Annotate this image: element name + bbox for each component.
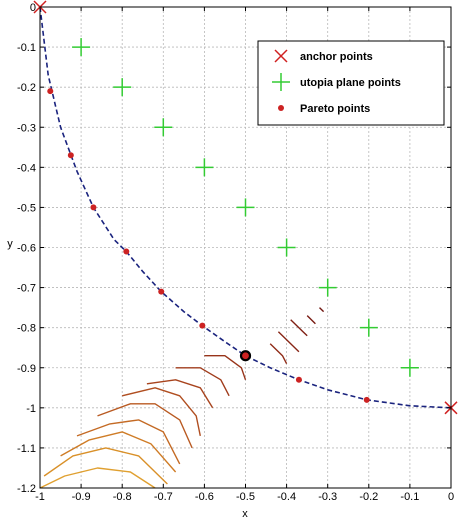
y-tick-label: -1 [26, 403, 36, 415]
pareto-point-mark [90, 204, 97, 211]
contour-arcs [39, 307, 325, 489]
x-tick-label: -0.3 [318, 491, 337, 503]
pareto-point-mark [363, 396, 370, 403]
y-tick-label: -0.8 [17, 323, 36, 335]
legend-pareto-mark [278, 105, 284, 111]
y-tick-label: -0.9 [17, 363, 36, 375]
x-tick-label: -0.8 [113, 491, 132, 503]
y-axis-label: y [7, 238, 13, 250]
legend-utopia-marker [272, 73, 290, 91]
x-tick-label: -0.7 [154, 491, 173, 503]
contour-arc [319, 307, 325, 313]
legend-pareto-marker [278, 105, 284, 111]
y-tick-label: -0.5 [17, 202, 36, 214]
contour-arc [97, 403, 193, 449]
y-tick-label: -0.2 [17, 82, 36, 94]
y-tick-label: -0.7 [17, 283, 36, 295]
y-tick-label: -0.3 [17, 122, 36, 134]
legend-label-utopia-plane-points: utopia plane points [300, 77, 401, 89]
y-tick-label: -1.1 [17, 443, 36, 455]
contour-arc [277, 331, 300, 353]
x-tick-label: -0.9 [72, 491, 91, 503]
contour-arc [39, 467, 156, 489]
x-tick-label: -0.2 [359, 491, 378, 503]
legend: anchor points utopia plane points Pareto… [257, 40, 445, 126]
contour-arc [122, 387, 201, 437]
x-axis-label: x [242, 508, 248, 520]
legend-anchor-mark [274, 49, 288, 63]
legend-anchor-marker [274, 49, 288, 63]
x-tick-label: 0 [448, 491, 454, 503]
contour-arc [146, 379, 214, 409]
x-tick-label: -1 [35, 491, 45, 503]
y-tick-label: -0.6 [17, 243, 36, 255]
legend-label-pareto-points: Pareto points [300, 103, 370, 115]
pareto-point-mark [199, 322, 206, 329]
y-tick-label: 0 [30, 2, 36, 14]
highlighted-point-mark [239, 350, 252, 362]
pareto-point-mark [158, 288, 165, 295]
pareto-point-mark [295, 376, 302, 383]
contour-arc [204, 355, 247, 381]
x-tick-label: -0.5 [236, 491, 255, 503]
legend-box [257, 40, 445, 126]
contour-arc [290, 319, 308, 337]
data-points [33, 0, 458, 415]
y-tick-label: -0.1 [17, 42, 36, 54]
x-tick-label: -0.4 [277, 491, 296, 503]
contour-arc [175, 367, 230, 397]
contour-arc [269, 343, 288, 365]
pareto-point-mark [123, 248, 130, 255]
axis-ticks: -1 -0.9 -0.8 -0.7 -0.6 -0.5 -0.4 -0.3 -0.2 -0.1 0 0… [17, 2, 454, 503]
contour-arc [76, 419, 181, 465]
legend-label-anchor-points: anchor points [300, 51, 373, 63]
x-tick-label: -0.1 [400, 491, 419, 503]
contour-arc [306, 315, 316, 325]
contour-arc [43, 447, 168, 485]
y-tick-label: -1.2 [17, 483, 36, 495]
pareto-curve-line [39, 6, 452, 409]
x-tick-label: -0.6 [195, 491, 214, 503]
pareto-point-mark [47, 88, 54, 95]
contour-arc [60, 431, 177, 473]
y-tick-label: -0.4 [17, 162, 36, 174]
pareto-point-mark [67, 152, 74, 159]
